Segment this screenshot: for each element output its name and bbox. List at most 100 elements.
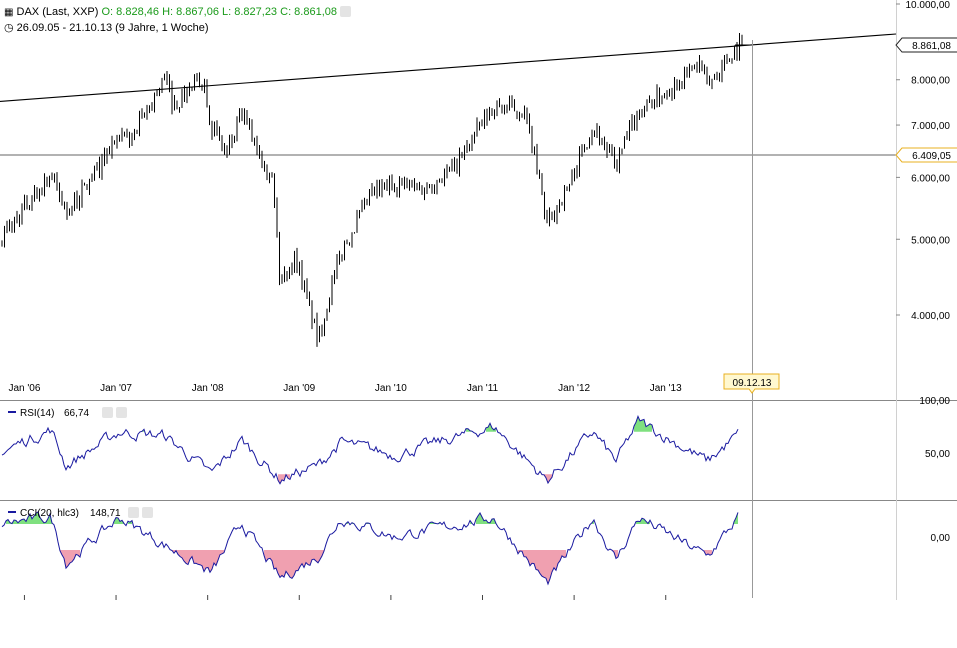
close-value: C: 8.861,08 — [280, 6, 337, 18]
price-tick-label: 8.000,00 — [911, 76, 950, 87]
rsi-overbought-fill — [642, 419, 644, 432]
clock-icon: ◷ — [4, 22, 14, 34]
price-tick-label: 4.000,00 — [911, 311, 950, 322]
cci-oversold-fill — [68, 550, 70, 566]
rsi-oversold-fill — [548, 474, 550, 484]
cci-oversold-fill — [546, 550, 548, 585]
cci-oversold-fill — [560, 550, 562, 561]
cci-line — [1, 511, 739, 586]
x-tick-label: Jan '06 — [8, 383, 40, 394]
cci-overbought-fill — [642, 518, 644, 524]
cci-close-icon — [142, 507, 153, 518]
rsi-overbought-fill — [488, 423, 490, 432]
cci-oversold-fill — [214, 550, 216, 566]
cci-oversold-fill — [274, 550, 276, 570]
x-tick-label: Jan '11 — [467, 383, 499, 394]
cci-oversold-fill — [188, 550, 190, 565]
cci-oversold-fill — [66, 550, 68, 569]
rsi-value: 66,74 — [64, 408, 89, 419]
ohlc-bars — [1, 33, 743, 347]
cci-oversold-fill — [564, 550, 566, 558]
cci-oversold-fill — [206, 550, 208, 568]
trendline — [0, 33, 897, 103]
x-tick-label: Jan '08 — [192, 383, 224, 394]
rsi-settings-icon — [102, 407, 113, 418]
cci-oversold-fill — [540, 550, 542, 577]
bar-chart-icon: ▦ — [4, 7, 14, 18]
cci-oversold-fill — [310, 550, 312, 566]
cci-oversold-fill — [186, 550, 188, 565]
cci-oversold-fill — [302, 550, 304, 568]
cci-oversold-fill — [300, 550, 302, 567]
rsi-line — [1, 415, 739, 485]
cci-fills — [6, 511, 738, 585]
cci-oversold-fill — [76, 550, 78, 556]
settings-gear-icon[interactable] — [340, 6, 352, 17]
cci-value: 148,71 — [90, 508, 121, 519]
cci-oversold-fill — [200, 550, 202, 566]
cci-oversold-fill — [270, 550, 272, 561]
cci-oversold-fill — [556, 550, 558, 571]
cci-oversold-fill — [290, 550, 292, 579]
cci-oversold-fill — [562, 550, 564, 558]
cci-oversold-fill — [198, 550, 200, 565]
hline-value-box — [895, 147, 957, 163]
rsi-overbought-fill — [646, 425, 648, 432]
cci-oversold-fill — [276, 550, 278, 574]
cci-oversold-fill — [294, 550, 296, 576]
cci-oversold-fill — [278, 550, 280, 578]
cci-oversold-fill — [208, 550, 210, 573]
open-value: O: 8.828,46 — [101, 6, 160, 18]
cci-oversold-fill — [280, 550, 282, 578]
cci-oversold-fill — [62, 550, 64, 559]
date-range: ◷ 26.09.05 - 21.10.13 (9 Jahre, 1 Woche) — [4, 21, 208, 35]
x-tick-label: Jan '09 — [283, 383, 315, 394]
cci-oversold-fill — [288, 550, 290, 578]
cci-oversold-fill — [528, 550, 530, 566]
cci-oversold-fill — [284, 550, 286, 578]
cci-oversold-fill — [286, 550, 288, 575]
cci-oversold-fill — [320, 550, 322, 560]
cci-oversold-fill — [542, 550, 544, 578]
cci-oversold-fill — [616, 550, 618, 559]
rsi-overbought-fill — [636, 416, 638, 432]
rsi-overbought-fill — [640, 420, 642, 432]
current-price-box — [895, 37, 957, 53]
cci-oversold-fill — [548, 550, 550, 585]
rsi-oversold-fill — [282, 474, 284, 481]
cci-oversold-fill — [536, 550, 538, 571]
rsi-overbought-fill — [634, 422, 636, 432]
cci-oversold-fill — [216, 550, 218, 566]
rsi-overbought-fill — [648, 423, 650, 432]
cci-overbought-fill — [476, 515, 478, 524]
crosshair-date-box — [723, 373, 780, 394]
cci-overbought-fill — [14, 519, 16, 524]
cci-oversold-fill — [544, 550, 546, 579]
cci-oversold-fill — [196, 550, 198, 565]
rsi-overbought-fill — [650, 423, 652, 432]
cci-oversold-fill — [538, 550, 540, 574]
hline-value-label: 6.409,05 — [912, 151, 951, 162]
high-value: H: 8.867,06 — [162, 6, 219, 18]
current-price-label: 8.861,08 — [912, 41, 951, 52]
symbol-label: DAX (Last, XXP) — [16, 6, 99, 18]
cci-overbought-fill — [36, 511, 38, 524]
cci-overbought-fill — [736, 512, 738, 524]
cci-oversold-fill — [530, 550, 532, 566]
cci-overbought-fill — [480, 512, 482, 524]
rsi-fills — [142, 416, 652, 484]
cci-oversold-fill — [292, 550, 294, 579]
cci-oversold-fill — [524, 550, 526, 557]
rsi-title: RSI(14) — [20, 408, 54, 419]
cci-oversold-fill — [272, 550, 274, 570]
cci-oversold-fill — [554, 550, 556, 571]
cci-oversold-fill — [558, 550, 560, 564]
cci-oversold-fill — [306, 550, 308, 565]
rsi-axis-label: 100,00 — [919, 396, 950, 407]
cci-oversold-fill — [296, 550, 298, 571]
price-tick-label: 7.000,00 — [911, 121, 950, 132]
cci-axis-label: 0,00 — [931, 533, 951, 544]
cci-overbought-fill — [22, 519, 24, 524]
